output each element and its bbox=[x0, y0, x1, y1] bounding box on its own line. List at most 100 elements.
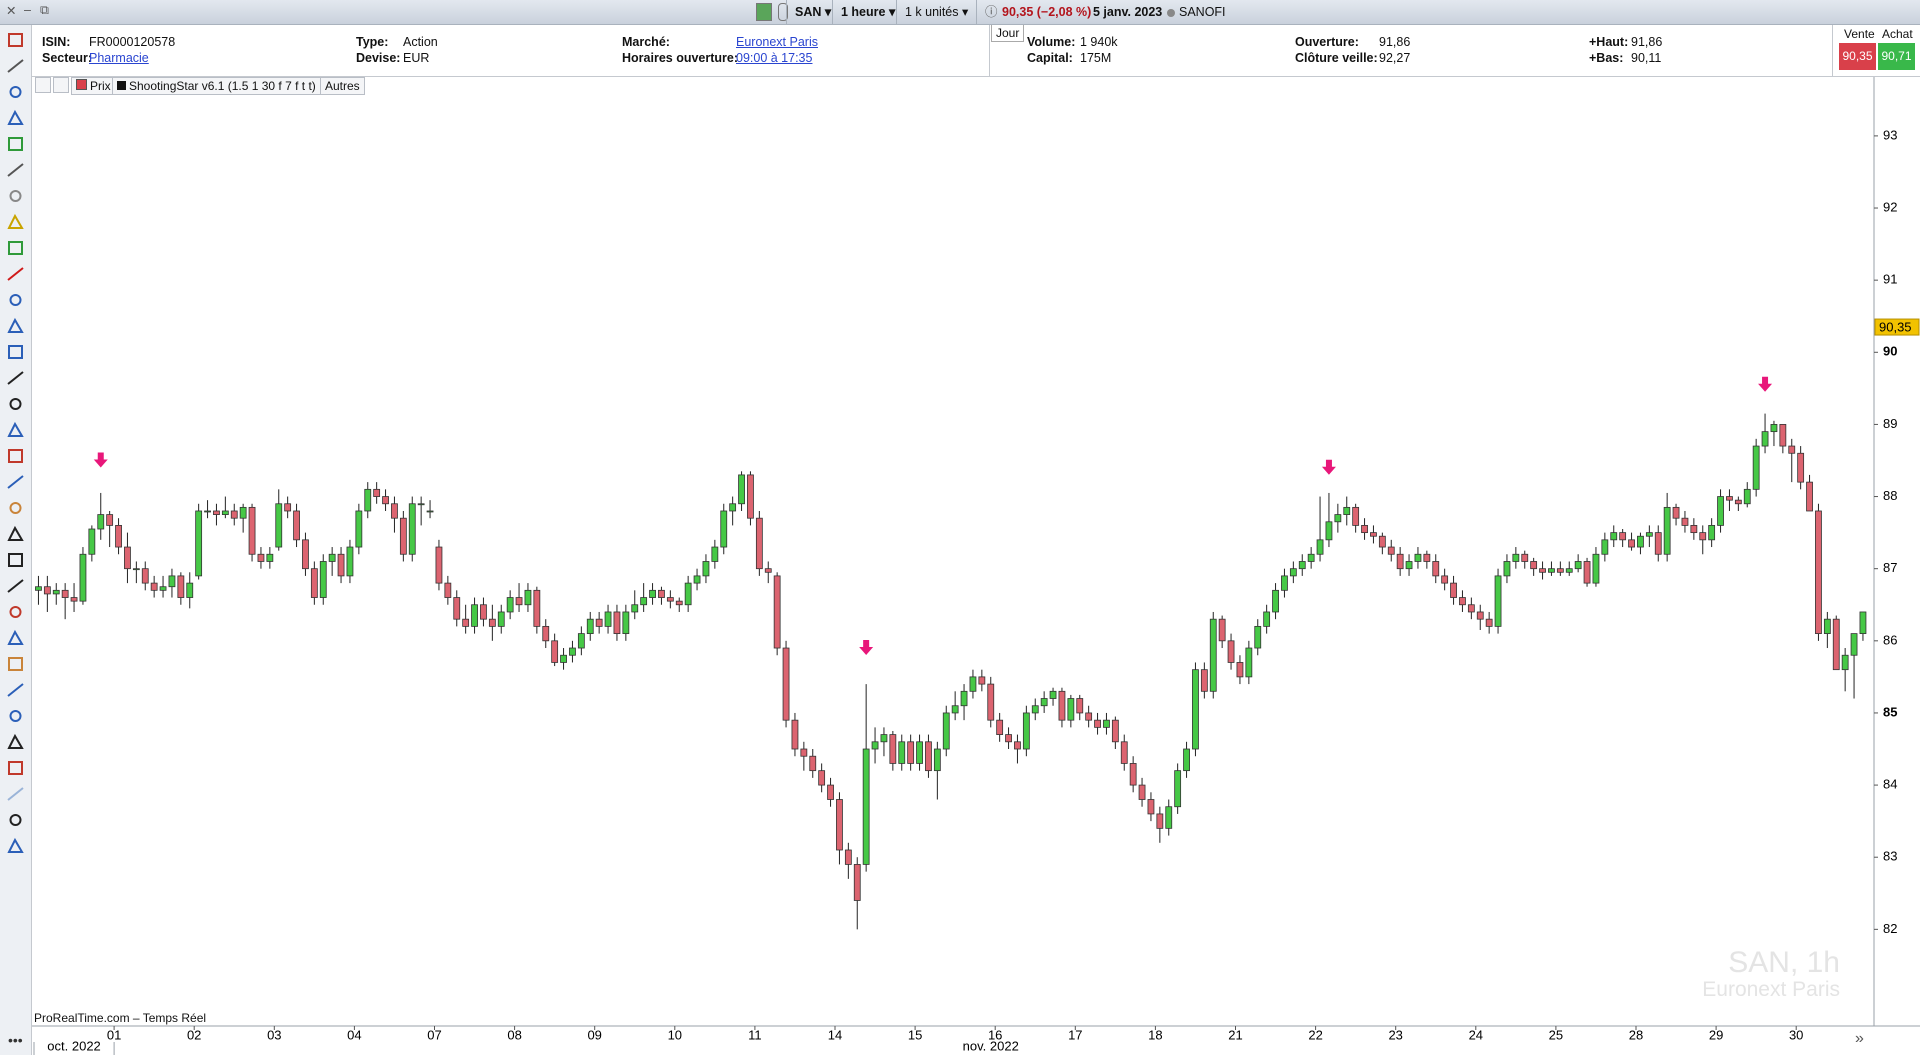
tool-icon[interactable] bbox=[9, 190, 22, 202]
candle-body bbox=[987, 683, 995, 721]
tool-icon[interactable] bbox=[7, 317, 24, 333]
candle-body bbox=[1031, 705, 1039, 714]
candle-body bbox=[1788, 445, 1796, 454]
candle-body bbox=[515, 597, 523, 606]
minimize-button[interactable]: – bbox=[24, 3, 31, 17]
candle-body bbox=[88, 528, 96, 555]
tool-shape bbox=[8, 761, 23, 775]
tool-icon[interactable] bbox=[7, 525, 24, 541]
units-dropdown[interactable]: 1 k unités ▾ bbox=[896, 0, 976, 24]
tool-shape bbox=[7, 371, 24, 385]
x-tick-label: 29 bbox=[1709, 1027, 1723, 1042]
symbol-dropdown[interactable]: SAN ▾ bbox=[786, 0, 839, 24]
tool-icon[interactable] bbox=[8, 449, 23, 463]
add-indicator-button[interactable] bbox=[53, 77, 69, 93]
instrument-name: SANOFI bbox=[1179, 5, 1226, 19]
candle-body bbox=[124, 546, 131, 570]
sector-link[interactable]: Pharmacie bbox=[89, 51, 149, 65]
tool-shape bbox=[7, 421, 24, 437]
candle-body bbox=[560, 654, 567, 663]
tool-icon[interactable] bbox=[7, 59, 24, 73]
candle-body bbox=[453, 597, 461, 620]
tab[interactable]: Jour bbox=[991, 25, 1025, 42]
candle-body bbox=[1414, 553, 1422, 562]
tool-icon[interactable] bbox=[9, 710, 22, 722]
candle-body bbox=[1521, 553, 1529, 562]
tool-shape bbox=[9, 398, 22, 410]
tool-icon[interactable] bbox=[8, 345, 23, 359]
scroll-button[interactable]: » bbox=[1855, 1030, 1864, 1047]
buy-button[interactable]: 90,71 bbox=[1878, 43, 1915, 70]
tool-icon[interactable] bbox=[7, 109, 24, 125]
sell-button[interactable]: 90,35 bbox=[1839, 43, 1876, 70]
close-button[interactable]: ✕ bbox=[6, 4, 17, 18]
info-icon[interactable]: ⓘ bbox=[976, 0, 1006, 24]
tool-icon[interactable] bbox=[9, 86, 22, 98]
tool-icon[interactable] bbox=[7, 733, 24, 749]
tool-icon[interactable] bbox=[8, 657, 23, 671]
candle-body bbox=[310, 568, 318, 598]
candle-body bbox=[613, 611, 621, 635]
add-button[interactable] bbox=[35, 77, 51, 93]
tool-icon[interactable] bbox=[7, 837, 24, 853]
tool-icon[interactable] bbox=[7, 371, 24, 385]
tool-icon[interactable] bbox=[8, 33, 23, 47]
tool-shape bbox=[7, 525, 24, 541]
candle-body bbox=[1423, 553, 1431, 562]
tool-icon[interactable] bbox=[7, 213, 24, 229]
tool-icon[interactable] bbox=[8, 553, 23, 567]
candle-body bbox=[1619, 532, 1627, 541]
x-tick-label: 15 bbox=[908, 1027, 922, 1042]
candle-body bbox=[471, 604, 478, 627]
y-tick-label: 90 bbox=[1883, 344, 1897, 359]
pin-icon[interactable] bbox=[778, 3, 788, 21]
tool-icon[interactable] bbox=[7, 579, 24, 593]
currency: EUR bbox=[403, 51, 430, 65]
indicator-button[interactable]: Autres bbox=[320, 77, 365, 95]
tool-icon[interactable] bbox=[7, 629, 24, 645]
candle-body bbox=[1681, 517, 1689, 526]
candle-body bbox=[1708, 525, 1716, 541]
tool-shape bbox=[7, 213, 24, 229]
tool-shape bbox=[8, 33, 23, 47]
candle-body bbox=[960, 690, 968, 707]
y-tick-label: 91 bbox=[1883, 272, 1897, 287]
tool-icon[interactable] bbox=[7, 163, 24, 177]
tool-icon[interactable] bbox=[7, 267, 24, 281]
tool-icon[interactable] bbox=[9, 398, 22, 410]
tool-icon[interactable] bbox=[9, 814, 22, 826]
candle-body bbox=[1530, 561, 1538, 570]
candle-body bbox=[426, 510, 434, 513]
tool-icon[interactable] bbox=[7, 475, 24, 489]
tool-shape bbox=[9, 190, 22, 202]
tool-icon[interactable] bbox=[8, 761, 23, 775]
tool-icon[interactable] bbox=[7, 683, 24, 697]
indicator-button[interactable]: Prix bbox=[71, 77, 116, 95]
candle-body bbox=[666, 597, 674, 602]
candle-body bbox=[1690, 525, 1698, 534]
tool-icon[interactable] bbox=[7, 787, 24, 801]
tool-icon[interactable] bbox=[9, 606, 22, 618]
candle-body bbox=[996, 719, 1004, 735]
timeframe: 1 heure bbox=[841, 5, 886, 19]
type: Action bbox=[403, 35, 438, 49]
y-tick-label: 84 bbox=[1883, 777, 1897, 792]
candle-body bbox=[1779, 424, 1787, 447]
chart-icon[interactable] bbox=[756, 3, 772, 21]
tool-icon[interactable] bbox=[9, 294, 22, 306]
window-button[interactable]: ⧉ bbox=[40, 3, 49, 17]
indicator-button[interactable]: ShootingStar v6.1 (1.5 1 30 f 7 f t t) bbox=[112, 77, 321, 95]
info-panel: ISIN: FR0000120578 Secteur: Pharmacie Ty… bbox=[32, 25, 1920, 77]
candle-body bbox=[1832, 618, 1840, 671]
tool-shape bbox=[7, 109, 24, 125]
tool-icon[interactable] bbox=[7, 421, 24, 437]
hours-link[interactable]: 09:00 à 17:35 bbox=[736, 51, 813, 65]
more-button[interactable]: ••• bbox=[8, 1032, 23, 1048]
tool-icon[interactable] bbox=[9, 502, 22, 514]
timeframe-dropdown[interactable]: 1 heure ▾ bbox=[832, 0, 903, 24]
market-link[interactable]: Euronext Paris bbox=[736, 35, 818, 49]
tool-icon[interactable] bbox=[8, 241, 23, 255]
tool-icon[interactable] bbox=[8, 137, 23, 151]
candle-body bbox=[355, 510, 363, 548]
type-label: Type: bbox=[356, 35, 389, 49]
